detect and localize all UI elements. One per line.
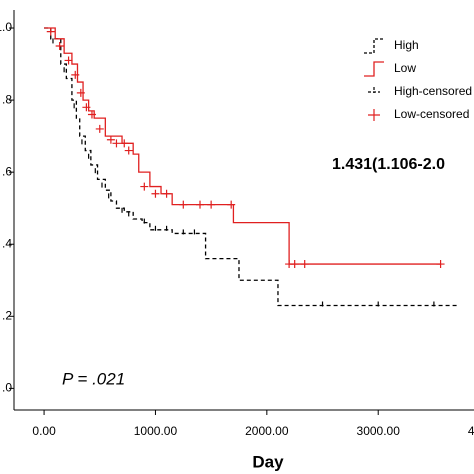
censor-mark — [71, 70, 80, 79]
x-tick-label: 1000.00 — [134, 424, 178, 438]
censor-mark — [124, 146, 133, 155]
y-tick-label: .4 — [2, 236, 12, 250]
censor-mark — [436, 260, 445, 269]
censor-mark — [112, 139, 121, 148]
legend-label: Low — [394, 61, 416, 75]
legend-symbol — [364, 61, 384, 77]
survival-curve — [44, 27, 441, 265]
censor-mark — [55, 42, 64, 51]
legend-symbol — [368, 109, 380, 121]
censor-mark — [140, 182, 149, 191]
censor-mark — [46, 27, 55, 36]
y-tick-label: .0 — [2, 381, 12, 395]
censor-mark — [106, 135, 115, 144]
censor-mark — [179, 200, 188, 209]
legend-symbol — [368, 87, 380, 93]
censor-mark — [290, 260, 299, 269]
annotation: P = .021 — [62, 369, 125, 388]
x-axis-label: Day — [252, 452, 284, 471]
annotation: 1.431(1.106-2.0 — [332, 156, 445, 173]
y-tick-label: 1.0 — [0, 20, 12, 34]
censor-mark — [207, 200, 216, 209]
x-tick-label: 2000.00 — [245, 424, 289, 438]
censor-mark — [227, 200, 236, 209]
legend-label: High — [394, 38, 419, 52]
survival-curve — [44, 27, 458, 307]
censor-mark — [64, 56, 73, 65]
x-tick-label: 3000.00 — [357, 424, 401, 438]
y-tick-label: .8 — [2, 92, 12, 106]
censor-mark — [196, 200, 205, 209]
x-tick-label: 0.00 — [32, 424, 56, 438]
censor-mark — [87, 110, 96, 119]
censor-mark — [76, 88, 85, 97]
censor-mark — [95, 124, 104, 133]
legend-label: High-censored — [394, 84, 472, 98]
censor-mark — [120, 139, 129, 148]
legend-label: Low-censored — [394, 107, 469, 121]
censor-mark — [300, 260, 309, 269]
y-tick-label: .6 — [2, 164, 12, 178]
y-tick-label: .2 — [2, 308, 12, 322]
censor-mark — [151, 189, 160, 198]
censor-mark — [82, 103, 91, 112]
censor-mark — [162, 189, 171, 198]
legend-symbol — [364, 38, 384, 54]
x-tick-label: 4000.00 — [468, 424, 474, 438]
